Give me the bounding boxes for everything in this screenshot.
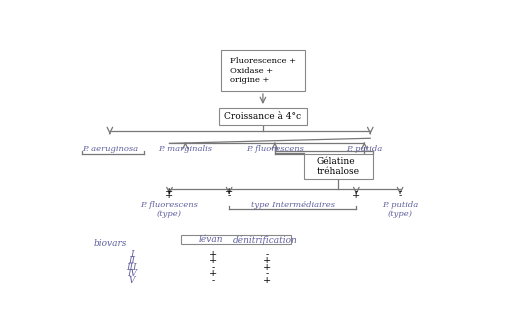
Text: III: III xyxy=(127,263,137,272)
Text: +: + xyxy=(225,188,233,197)
Text: P. putida: P. putida xyxy=(346,145,382,153)
Text: Fluorescence +
Oxidase +
origine +: Fluorescence + Oxidase + origine + xyxy=(230,57,296,84)
FancyBboxPatch shape xyxy=(219,108,307,125)
Text: V: V xyxy=(128,276,135,285)
Text: P. aeruginosa: P. aeruginosa xyxy=(82,145,138,153)
Text: dénitrification: dénitrification xyxy=(232,235,297,245)
Text: II: II xyxy=(128,256,135,266)
Text: -: - xyxy=(399,191,402,200)
Text: IV: IV xyxy=(127,269,136,278)
Text: +: + xyxy=(209,256,218,266)
FancyBboxPatch shape xyxy=(304,154,373,179)
Text: -: - xyxy=(211,263,215,272)
Text: P. marginalis: P. marginalis xyxy=(159,145,212,153)
Text: -: - xyxy=(399,188,402,197)
FancyBboxPatch shape xyxy=(221,50,305,91)
Text: +: + xyxy=(263,263,271,272)
Text: type Intermédiaires: type Intermédiaires xyxy=(251,201,334,209)
Text: +: + xyxy=(263,276,271,285)
Text: P. fluorescens: P. fluorescens xyxy=(246,145,304,153)
Text: biovars: biovars xyxy=(93,239,127,248)
Text: -: - xyxy=(265,269,268,278)
Text: +: + xyxy=(209,269,218,278)
Text: -: - xyxy=(354,188,358,197)
Text: I: I xyxy=(130,250,133,259)
Text: Gélatine
tréhalose: Gélatine tréhalose xyxy=(317,157,360,176)
Text: +: + xyxy=(209,250,218,259)
Text: lévan: lévan xyxy=(199,235,224,244)
Text: P. fluorescens
(type): P. fluorescens (type) xyxy=(141,201,199,218)
Text: -: - xyxy=(265,250,268,259)
Text: Croissance à 4°c: Croissance à 4°c xyxy=(224,112,302,121)
Text: +: + xyxy=(165,191,173,200)
Text: -: - xyxy=(211,276,215,285)
FancyBboxPatch shape xyxy=(182,235,291,244)
Text: +: + xyxy=(165,188,173,197)
Text: -: - xyxy=(227,191,231,200)
Text: P. putida
(type): P. putida (type) xyxy=(382,201,418,218)
Text: +: + xyxy=(263,256,271,266)
Text: +: + xyxy=(352,191,361,200)
